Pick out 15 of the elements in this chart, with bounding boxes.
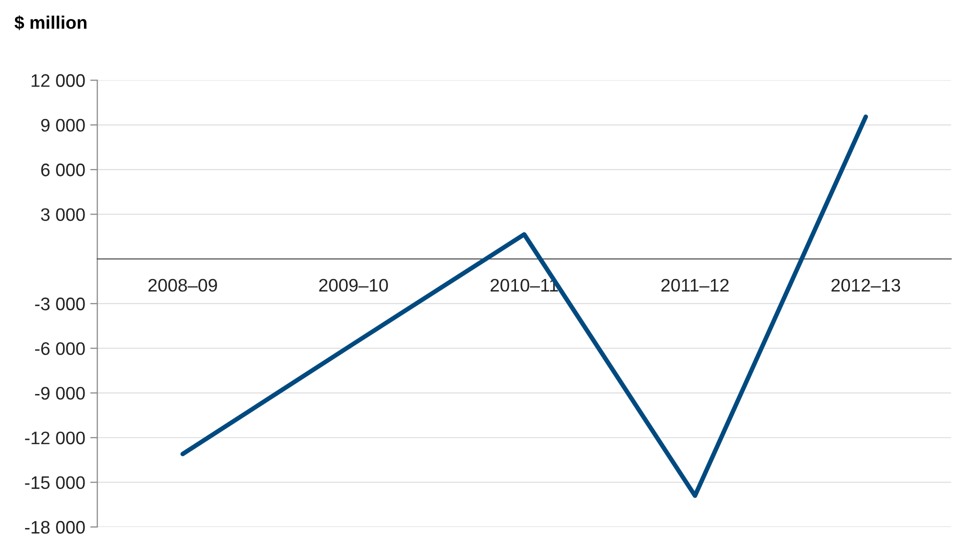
x-tick-label: 2008–09 <box>148 278 217 292</box>
y-tick-label: -9 000 <box>35 386 85 400</box>
x-tick-label: 2009–10 <box>319 278 388 292</box>
y-tick-label: 3 000 <box>41 208 85 221</box>
y-tick-label: -15 000 <box>25 476 85 490</box>
y-tick-label: -3 000 <box>35 298 85 310</box>
y-tick-label: -18 000 <box>25 520 85 534</box>
y-tick-label: -12 000 <box>25 432 85 444</box>
y-tick-label: 6 000 <box>41 164 85 176</box>
x-tick-label: 2011–12 <box>661 278 729 292</box>
y-tick-label: 9 000 <box>41 118 85 132</box>
x-tick-label: 2012–13 <box>832 278 900 292</box>
y-axis-title: $ million <box>14 15 86 30</box>
y-tick-label: 12 000 <box>32 74 85 87</box>
y-tick-label: -6 000 <box>35 342 85 356</box>
